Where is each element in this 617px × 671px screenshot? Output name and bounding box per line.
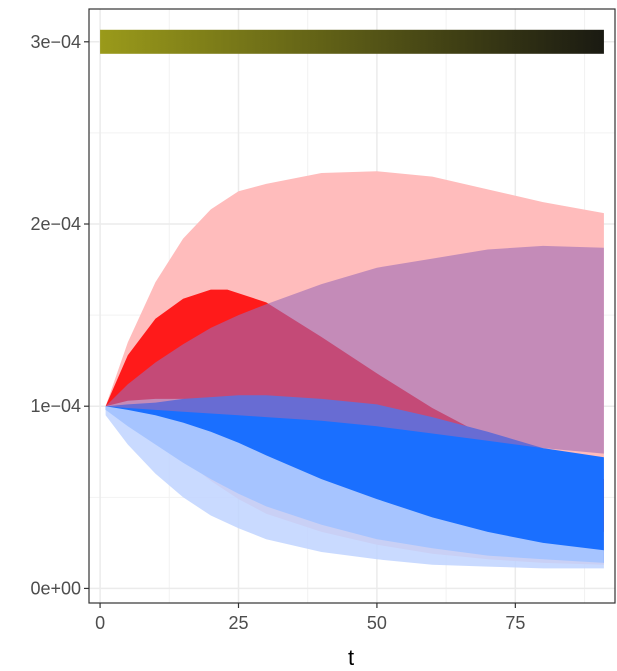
axes: 0 25 50 75 0e+00 1e−04 2e−04 3e−04 xyxy=(30,32,525,633)
y-tick-label: 3e−04 xyxy=(30,32,81,52)
plot-border xyxy=(88,8,616,604)
x-tick-label: 50 xyxy=(367,613,387,633)
x-tick-label: 25 xyxy=(228,613,248,633)
series-area-5 xyxy=(105,245,604,454)
x-tick-label: 0 xyxy=(95,613,105,633)
y-tick-label: 1e−04 xyxy=(30,396,81,416)
series-area-4 xyxy=(105,406,604,569)
x-axis-title: t xyxy=(348,645,354,670)
series-areas xyxy=(105,171,604,569)
x-tick-label: 75 xyxy=(505,613,525,633)
y-tick-label: 2e−04 xyxy=(30,214,81,234)
y-tick-label: 0e+00 xyxy=(30,578,81,598)
gradient-bar xyxy=(100,29,604,54)
